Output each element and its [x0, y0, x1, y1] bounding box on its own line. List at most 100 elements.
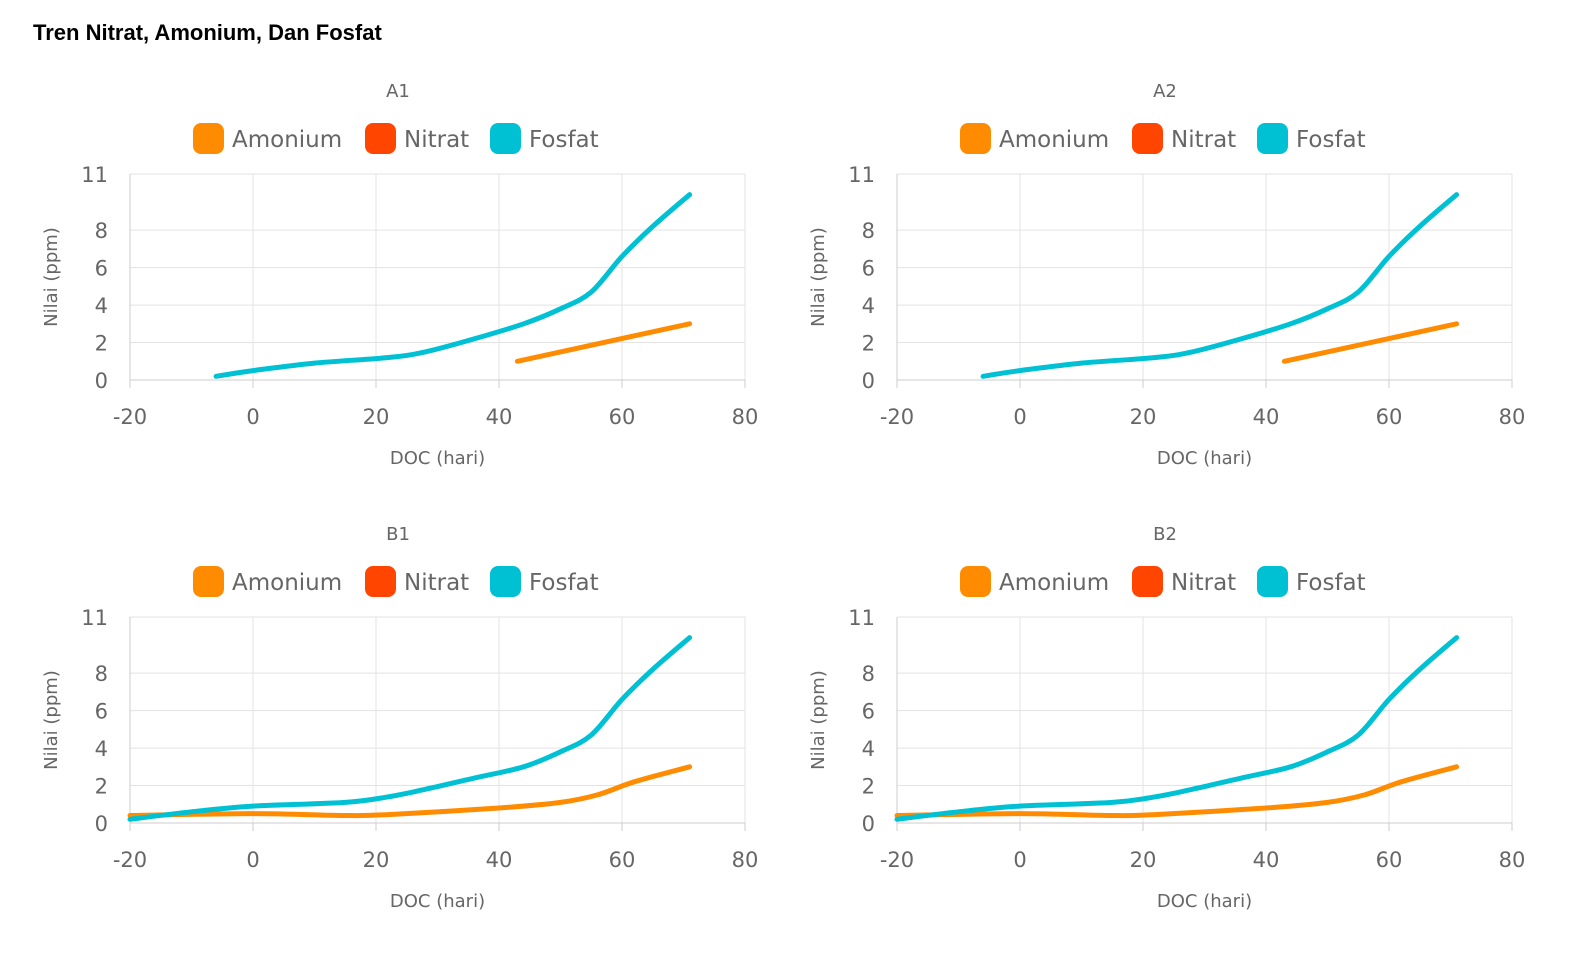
legend-label-fosfat: Fosfat [529, 127, 599, 153]
chart-panel-b2: B2 Amonium Nitrat Fosfat -20 0 20 40 60 80 0 2 4 6 8 11… [787, 513, 1547, 933]
x-axis-label: DOC (hari) [390, 891, 485, 912]
x-tick-label: 20 [1130, 848, 1157, 872]
y-axis-label: Nilai (ppm) [41, 227, 62, 327]
series-line-fosfat [894, 635, 1460, 822]
y-tick-label: 11 [848, 163, 875, 187]
y-tick-label: 8 [862, 219, 875, 243]
legend-label-amonium: Amonium [232, 127, 342, 153]
legend-swatch-amonium [960, 566, 991, 597]
x-tick-label: -20 [113, 405, 147, 429]
x-tick-label: 40 [486, 848, 513, 872]
x-tick-label: 80 [732, 848, 759, 872]
y-tick-label: 2 [862, 332, 875, 356]
x-tick-label: 40 [1253, 405, 1280, 429]
y-axis-label: Nilai (ppm) [41, 670, 62, 770]
x-tick-label: 0 [1013, 405, 1026, 429]
legend-swatch-amonium [960, 123, 991, 154]
x-tick-label: 60 [609, 405, 636, 429]
y-tick-label: 4 [862, 737, 875, 761]
legend-swatch-amonium [193, 566, 224, 597]
legend-swatch-amonium [193, 123, 224, 154]
x-tick-label: 0 [246, 405, 259, 429]
legend-label-nitrat: Nitrat [1171, 570, 1236, 596]
x-tick-label: -20 [880, 405, 914, 429]
y-tick-label: 11 [81, 606, 108, 630]
legend-label-fosfat: Fosfat [529, 570, 599, 596]
legend-swatch-fosfat [490, 123, 521, 154]
chart-panel-a1: A1 Amonium Nitrat Fosfat -20 0 20 40 60 80 0 2 4 6 8 11… [20, 70, 780, 490]
x-tick-label: 60 [1376, 848, 1403, 872]
y-tick-label: 6 [862, 257, 875, 281]
x-axis-label: DOC (hari) [1157, 448, 1252, 469]
x-tick-label: 80 [1499, 848, 1526, 872]
legend-swatch-nitrat [365, 566, 396, 597]
legend-label-fosfat: Fosfat [1296, 570, 1366, 596]
y-tick-label: 0 [95, 369, 108, 393]
y-tick-label: 6 [862, 700, 875, 724]
y-axis-label: Nilai (ppm) [808, 227, 829, 327]
y-tick-label: 8 [95, 662, 108, 686]
y-tick-label: 11 [81, 163, 108, 187]
y-tick-label: 4 [862, 294, 875, 318]
x-tick-label: 40 [486, 405, 513, 429]
x-axis-label: DOC (hari) [390, 448, 485, 469]
x-tick-label: 0 [246, 848, 259, 872]
x-tick-label: 20 [363, 405, 390, 429]
series-line-fosfat [213, 192, 693, 379]
chart-title-b1: B1 [386, 524, 410, 545]
x-tick-label: 40 [1253, 848, 1280, 872]
x-axis-label: DOC (hari) [1157, 891, 1252, 912]
x-tick-label: 20 [1130, 405, 1157, 429]
chart-title-b2: B2 [1153, 524, 1177, 545]
series-line-amonium [514, 321, 693, 364]
legend-swatch-nitrat [365, 123, 396, 154]
y-tick-label: 2 [95, 775, 108, 799]
x-tick-label: 20 [363, 848, 390, 872]
x-tick-label: 60 [609, 848, 636, 872]
y-tick-label: 4 [95, 737, 108, 761]
y-tick-label: 8 [862, 662, 875, 686]
y-tick-label: 0 [95, 812, 108, 836]
legend-swatch-fosfat [1257, 123, 1288, 154]
legend-swatch-nitrat [1132, 123, 1163, 154]
legend-label-amonium: Amonium [232, 570, 342, 596]
legend-label-amonium: Amonium [999, 570, 1109, 596]
chart-panel-b1: B1 Amonium Nitrat Fosfat -20 0 20 40 60 80 0 2 4 6 8 11… [20, 513, 780, 933]
page-title: Tren Nitrat, Amonium, Dan Fosfat [33, 20, 382, 45]
series-line-amonium [1281, 321, 1460, 364]
y-tick-label: 0 [862, 369, 875, 393]
series-line-amonium [894, 764, 1460, 819]
legend-label-amonium: Amonium [999, 127, 1109, 153]
y-tick-label: 8 [95, 219, 108, 243]
series-line-fosfat [980, 192, 1460, 379]
y-axis-label: Nilai (ppm) [808, 670, 829, 770]
x-tick-label: 80 [732, 405, 759, 429]
x-tick-label: 0 [1013, 848, 1026, 872]
y-tick-label: 2 [862, 775, 875, 799]
chart-title-a2: A2 [1153, 81, 1177, 102]
x-tick-label: 80 [1499, 405, 1526, 429]
y-tick-label: 6 [95, 700, 108, 724]
x-tick-label: -20 [880, 848, 914, 872]
legend-label-fosfat: Fosfat [1296, 127, 1366, 153]
y-tick-label: 6 [95, 257, 108, 281]
series-line-amonium [127, 764, 693, 819]
legend-label-nitrat: Nitrat [404, 570, 469, 596]
chart-panel-a2: A2 Amonium Nitrat Fosfat -20 0 20 40 60 80 0 2 4 6 8 11… [787, 70, 1547, 490]
series-line-fosfat [127, 635, 693, 822]
legend-label-nitrat: Nitrat [404, 127, 469, 153]
y-tick-label: 0 [862, 812, 875, 836]
y-tick-label: 11 [848, 606, 875, 630]
chart-title-a1: A1 [386, 81, 410, 102]
y-tick-label: 2 [95, 332, 108, 356]
y-tick-label: 4 [95, 294, 108, 318]
legend-swatch-nitrat [1132, 566, 1163, 597]
legend-label-nitrat: Nitrat [1171, 127, 1236, 153]
x-tick-label: -20 [113, 848, 147, 872]
x-tick-label: 60 [1376, 405, 1403, 429]
legend-swatch-fosfat [490, 566, 521, 597]
